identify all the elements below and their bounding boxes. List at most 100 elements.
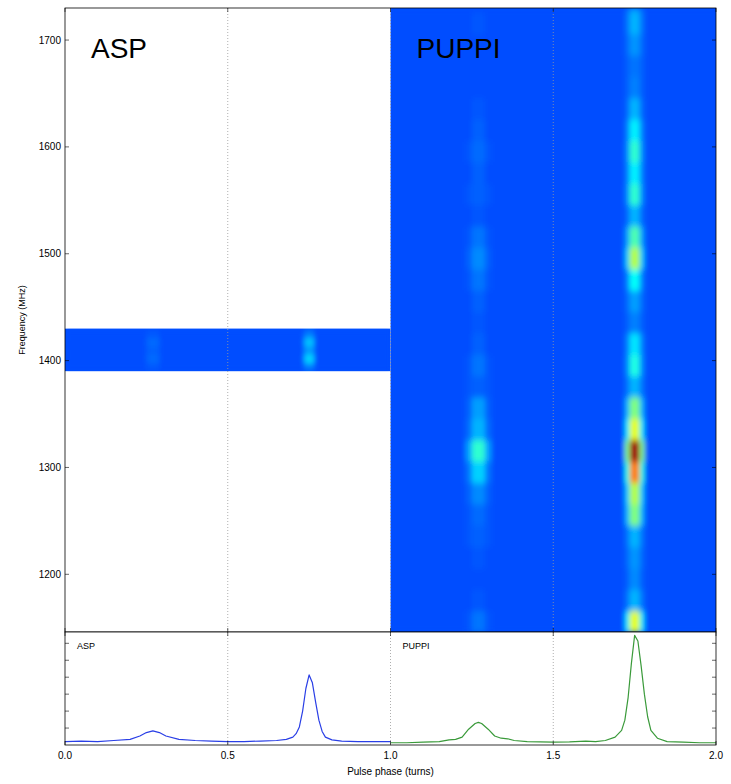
cell: [630, 269, 640, 291]
cell: [625, 247, 630, 269]
cell: [391, 589, 466, 611]
cell: [640, 76, 645, 98]
cell: [625, 119, 630, 141]
cell: [391, 418, 466, 440]
tick: [65, 643, 69, 644]
cell: [391, 162, 466, 184]
cell: [485, 76, 492, 98]
cell: [630, 290, 640, 312]
cell: [625, 290, 630, 312]
cell: [491, 8, 625, 13]
cell: [485, 290, 492, 312]
tick-label: 1400: [39, 355, 62, 366]
cell: [625, 183, 630, 205]
cell: [644, 226, 716, 248]
cell: [491, 12, 625, 34]
tick: [227, 632, 228, 636]
cell: [625, 333, 630, 355]
cell: [640, 55, 645, 77]
cell: [465, 354, 472, 376]
lines: [65, 635, 716, 742]
cell: [391, 461, 466, 483]
cell: [640, 547, 645, 569]
cell: [640, 504, 645, 526]
cell: [630, 311, 640, 333]
cell: [625, 55, 630, 77]
cell: [625, 482, 630, 504]
heatmap-panel: [65, 329, 391, 372]
tick: [65, 360, 69, 361]
tick: [65, 660, 69, 661]
frame: [65, 632, 716, 745]
cell: [472, 290, 486, 312]
cell: [644, 568, 716, 590]
cell: [644, 140, 716, 162]
grid-line: [227, 632, 228, 745]
cell: [485, 162, 492, 184]
cell: [640, 247, 645, 269]
series-label: ASP: [77, 641, 95, 651]
grid-line: [553, 8, 554, 632]
cell: [472, 98, 486, 120]
cell: [625, 354, 630, 376]
cell: [630, 568, 640, 590]
cell: [640, 354, 645, 376]
cell: [640, 611, 645, 632]
tick: [227, 628, 228, 632]
tick: [712, 660, 716, 661]
cell: [644, 311, 716, 333]
grid-line: [553, 632, 554, 745]
cell: [314, 354, 390, 363]
tick-label: 1500: [39, 248, 62, 259]
cell: [644, 183, 716, 205]
cell: [391, 611, 466, 632]
cell: [640, 440, 645, 462]
cell: [485, 440, 492, 462]
tick-label: 2.0: [709, 750, 723, 761]
cell: [465, 98, 472, 120]
cell: [630, 34, 640, 56]
tick: [712, 694, 716, 695]
cell: [485, 226, 492, 248]
tick: [227, 741, 228, 745]
cell: [472, 418, 486, 440]
cell: [485, 311, 492, 333]
tick: [390, 8, 391, 12]
cell: [630, 525, 640, 547]
cell: [644, 611, 716, 632]
cell: [472, 76, 486, 98]
cell: [644, 440, 716, 462]
cell: [491, 376, 625, 398]
cell: [465, 568, 472, 590]
tick: [65, 741, 66, 745]
cell: [465, 525, 472, 547]
cell: [491, 269, 625, 291]
cell: [159, 354, 304, 363]
cell: [644, 376, 716, 398]
cell: [640, 119, 645, 141]
tick: [65, 253, 69, 254]
cell: [159, 363, 304, 372]
tick: [65, 711, 69, 712]
cell: [391, 226, 466, 248]
cell: [630, 12, 640, 34]
cell: [640, 290, 645, 312]
cell: [491, 226, 625, 248]
cell: [625, 568, 630, 590]
cell: [391, 119, 466, 141]
cell: [625, 34, 630, 56]
cell: [630, 547, 640, 569]
cell: [630, 55, 640, 77]
cell: [65, 354, 147, 363]
cell: [304, 329, 314, 338]
tick: [553, 741, 554, 745]
tick: [712, 467, 716, 468]
cell: [491, 183, 625, 205]
cell: [472, 12, 486, 34]
cell: [472, 183, 486, 205]
cell: [391, 269, 466, 291]
tick-label: 0.0: [58, 750, 72, 761]
cell: [485, 205, 492, 227]
cell: [465, 311, 472, 333]
cell: [304, 337, 314, 346]
